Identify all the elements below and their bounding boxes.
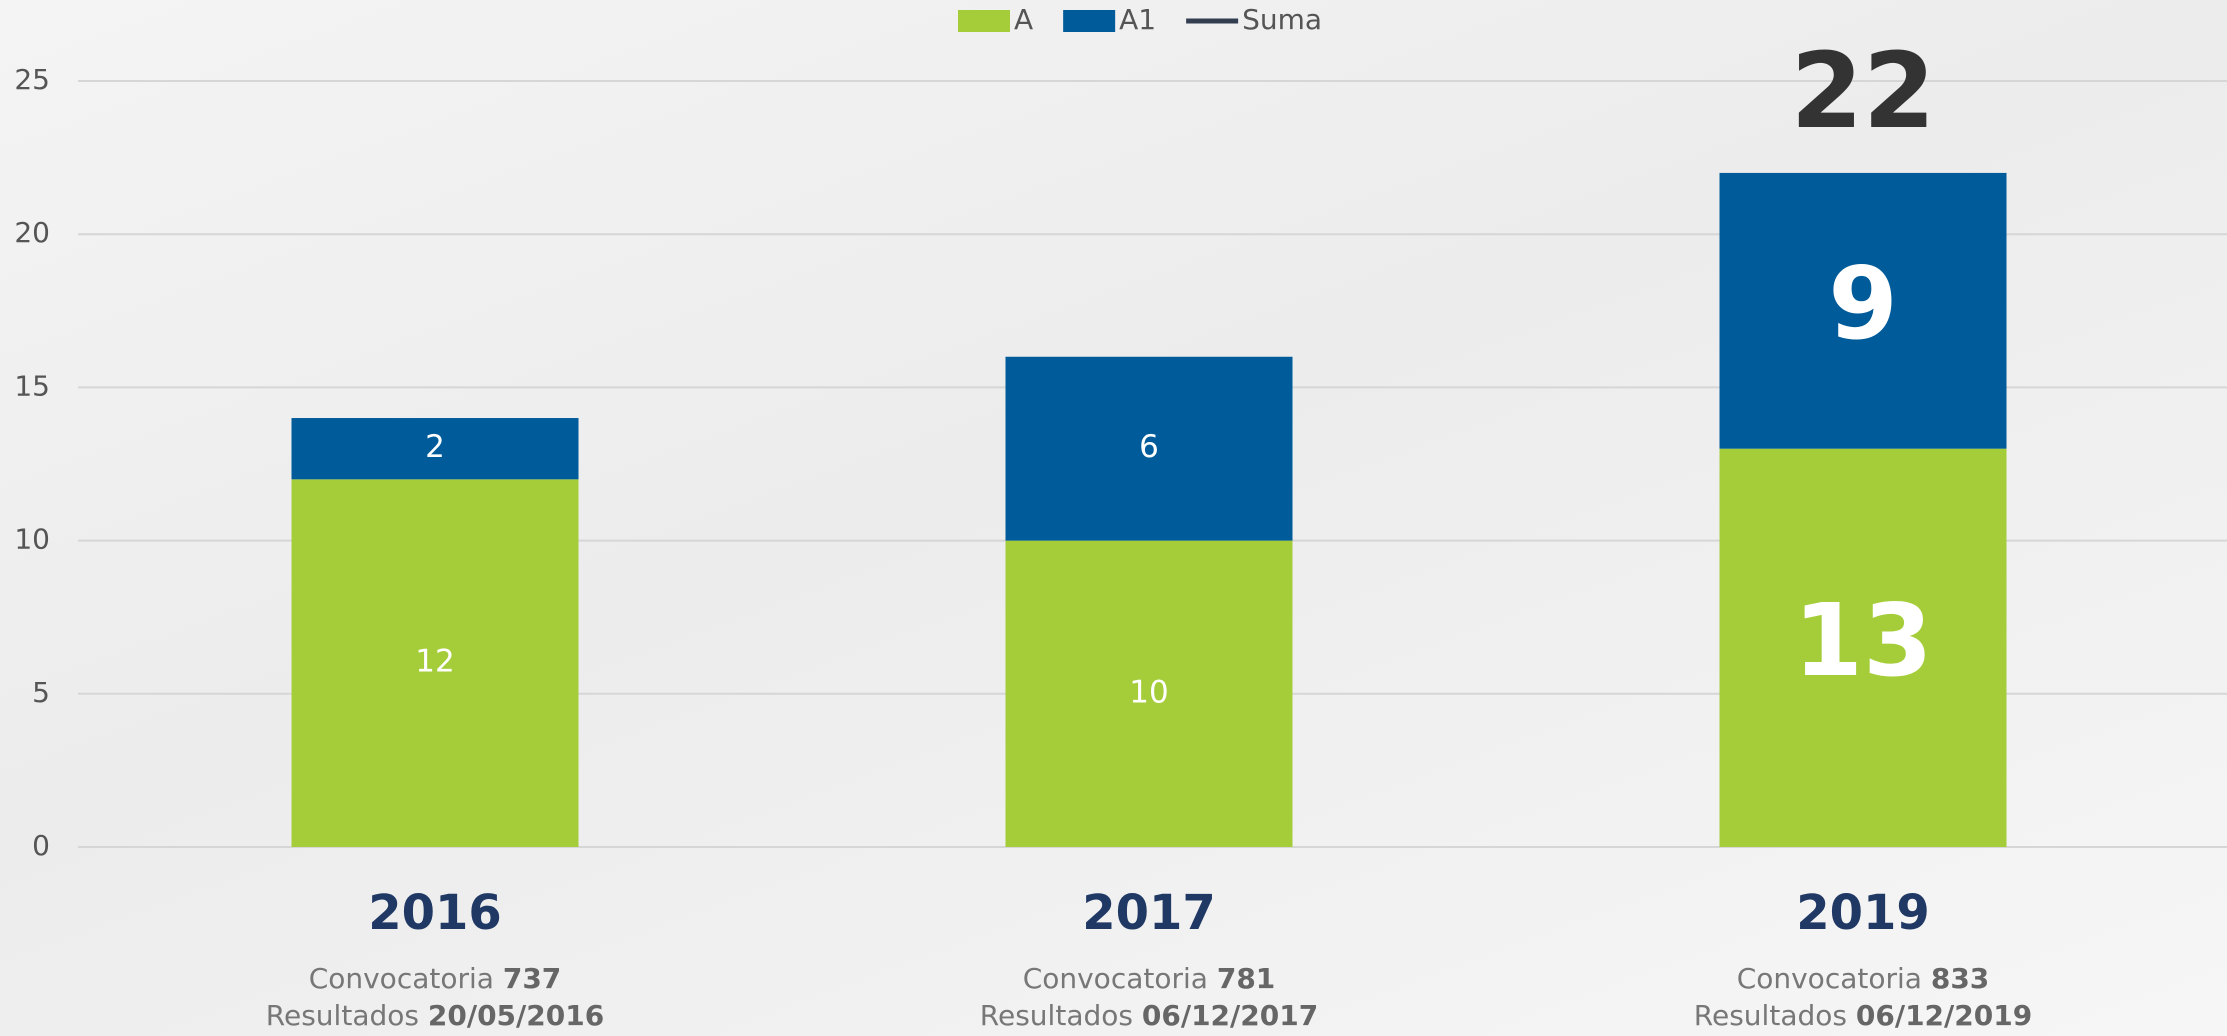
y-tick-label: 0 bbox=[32, 829, 50, 862]
y-tick-label: 25 bbox=[14, 63, 50, 96]
y-tick-label: 20 bbox=[14, 216, 50, 249]
bar-segment bbox=[1719, 448, 2007, 847]
x-tick-label: 2017 bbox=[1082, 885, 1216, 941]
sum-label: 22 bbox=[1791, 30, 1936, 152]
data-label: 9 bbox=[1828, 245, 1898, 362]
bar-segment bbox=[291, 479, 579, 847]
y-tick-label: 10 bbox=[14, 523, 50, 556]
bar-segment bbox=[1005, 540, 1293, 847]
bar-segment bbox=[291, 418, 579, 480]
note-label: Resultados bbox=[980, 999, 1133, 1032]
note-label: Resultados bbox=[1694, 999, 1847, 1032]
legend-label: A1 bbox=[1119, 3, 1156, 36]
note-value: 737 bbox=[503, 962, 561, 995]
category-note: Convocatoria 781 bbox=[1023, 962, 1276, 995]
bar-segment bbox=[1005, 356, 1293, 541]
category-note: Convocatoria 833 bbox=[1737, 962, 1990, 995]
legend-label: Suma bbox=[1242, 3, 1322, 36]
category-note: Resultados 06/12/2017 bbox=[980, 999, 1318, 1032]
note-label: Convocatoria bbox=[309, 962, 494, 995]
y-tick-label: 15 bbox=[14, 369, 50, 402]
data-label: 13 bbox=[1793, 582, 1932, 699]
note-value: 833 bbox=[1931, 962, 1989, 995]
y-tick-label: 5 bbox=[32, 676, 50, 709]
category-note: Resultados 06/12/2019 bbox=[1694, 999, 2032, 1032]
note-value: 06/12/2017 bbox=[1142, 999, 1318, 1032]
legend-swatch bbox=[958, 10, 1010, 32]
category-note: Convocatoria 737 bbox=[309, 962, 562, 995]
legend-label: A bbox=[1014, 3, 1033, 36]
x-tick-label: 2016 bbox=[368, 885, 502, 941]
legend-swatch bbox=[1063, 10, 1116, 32]
note-label: Convocatoria bbox=[1023, 962, 1208, 995]
category-note: Resultados 20/05/2016 bbox=[266, 999, 604, 1032]
note-value: 20/05/2016 bbox=[428, 999, 604, 1032]
note-label: Convocatoria bbox=[1737, 962, 1922, 995]
bar-segment bbox=[1719, 172, 2007, 449]
data-label: 10 bbox=[1129, 674, 1168, 710]
data-label: 12 bbox=[415, 644, 454, 680]
data-label: 6 bbox=[1139, 429, 1159, 465]
note-label: Resultados bbox=[266, 999, 419, 1032]
note-value: 781 bbox=[1217, 962, 1275, 995]
data-label: 2 bbox=[425, 429, 445, 465]
note-value: 06/12/2019 bbox=[1856, 999, 2032, 1032]
x-tick-label: 2019 bbox=[1796, 885, 1930, 941]
